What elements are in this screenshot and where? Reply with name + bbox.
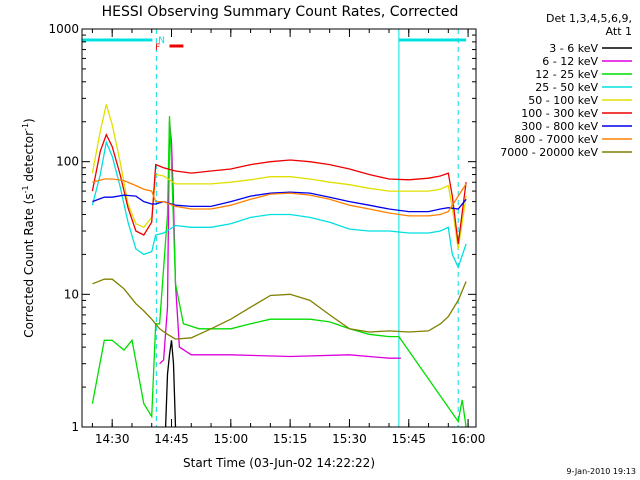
legend-label-3-6-kev: 3 - 6 keV (549, 42, 598, 55)
legend-header-line-2: Att 1 (606, 25, 632, 38)
y-axis: 1 10 100 1000 (48, 22, 476, 434)
legend-label-100-300-kev: 100 - 300 keV (521, 107, 598, 120)
x-tick-label: 14:45 (154, 432, 189, 446)
legend-label-800-7000-kev: 800 - 7000 keV (514, 133, 598, 146)
legend-label-7000-20000-kev: 7000 - 20000 keV (500, 146, 598, 159)
plot-frame (81, 28, 477, 428)
legend-header-line-1: Det 1,3,4,5,6,9, (546, 12, 632, 25)
series-100-300-kev (91, 132, 467, 244)
series-800-7000-kev (92, 178, 467, 217)
legend-label-6-12-kev: 6 - 12 keV (542, 55, 598, 68)
series-50-100-kev (91, 104, 467, 249)
series-3-6-kev (164, 340, 177, 428)
vertical-markers (155, 29, 459, 427)
x-tick-label: 15:45 (391, 432, 426, 446)
legend-label-12-25-kev: 12 - 25 keV (535, 68, 598, 81)
y-tick-label: 10 (64, 287, 79, 301)
legend-label-50-100-kev: 50 - 100 keV (528, 94, 598, 107)
series-300-800-kev (92, 191, 467, 213)
marker-label-n: N (158, 36, 165, 46)
x-tick-label: 15:00 (214, 432, 249, 446)
marker-label-f: F (155, 43, 160, 53)
series-lines (91, 104, 467, 428)
x-tick-label: 15:30 (332, 432, 367, 446)
chart-title: HESSI Observing Summary Count Rates, Cor… (102, 4, 459, 20)
series-25-50-kev (91, 140, 467, 270)
x-tick-label: 14:30 (95, 432, 130, 446)
series-6-12-kev (159, 121, 401, 365)
status-bars: NF (82, 36, 467, 53)
generation-timestamp: 9-Jan-2010 19:13 (566, 467, 636, 476)
x-tick-label: 15:15 (273, 432, 308, 446)
y-tick-label: 1 (71, 420, 79, 434)
series-7000-20000-kev (92, 278, 467, 340)
y-tick-label: 100 (56, 155, 79, 169)
x-tick-label: 16:00 (451, 432, 486, 446)
y-tick-label: 1000 (48, 22, 79, 36)
x-axis-label: Start Time (03-Jun-02 14:22:22) (183, 456, 375, 470)
x-axis: 14:30 14:45 15:00 15:15 15:30 15:45 16:00 (91, 29, 486, 446)
legend-label-300-800-kev: 300 - 800 keV (521, 120, 598, 133)
y-axis-label: Corrected Count Rate (s-1 detector-1) (21, 118, 36, 337)
legend-label-25-50-kev: 25 - 50 keV (535, 81, 598, 94)
series-12-25-kev (91, 116, 467, 428)
